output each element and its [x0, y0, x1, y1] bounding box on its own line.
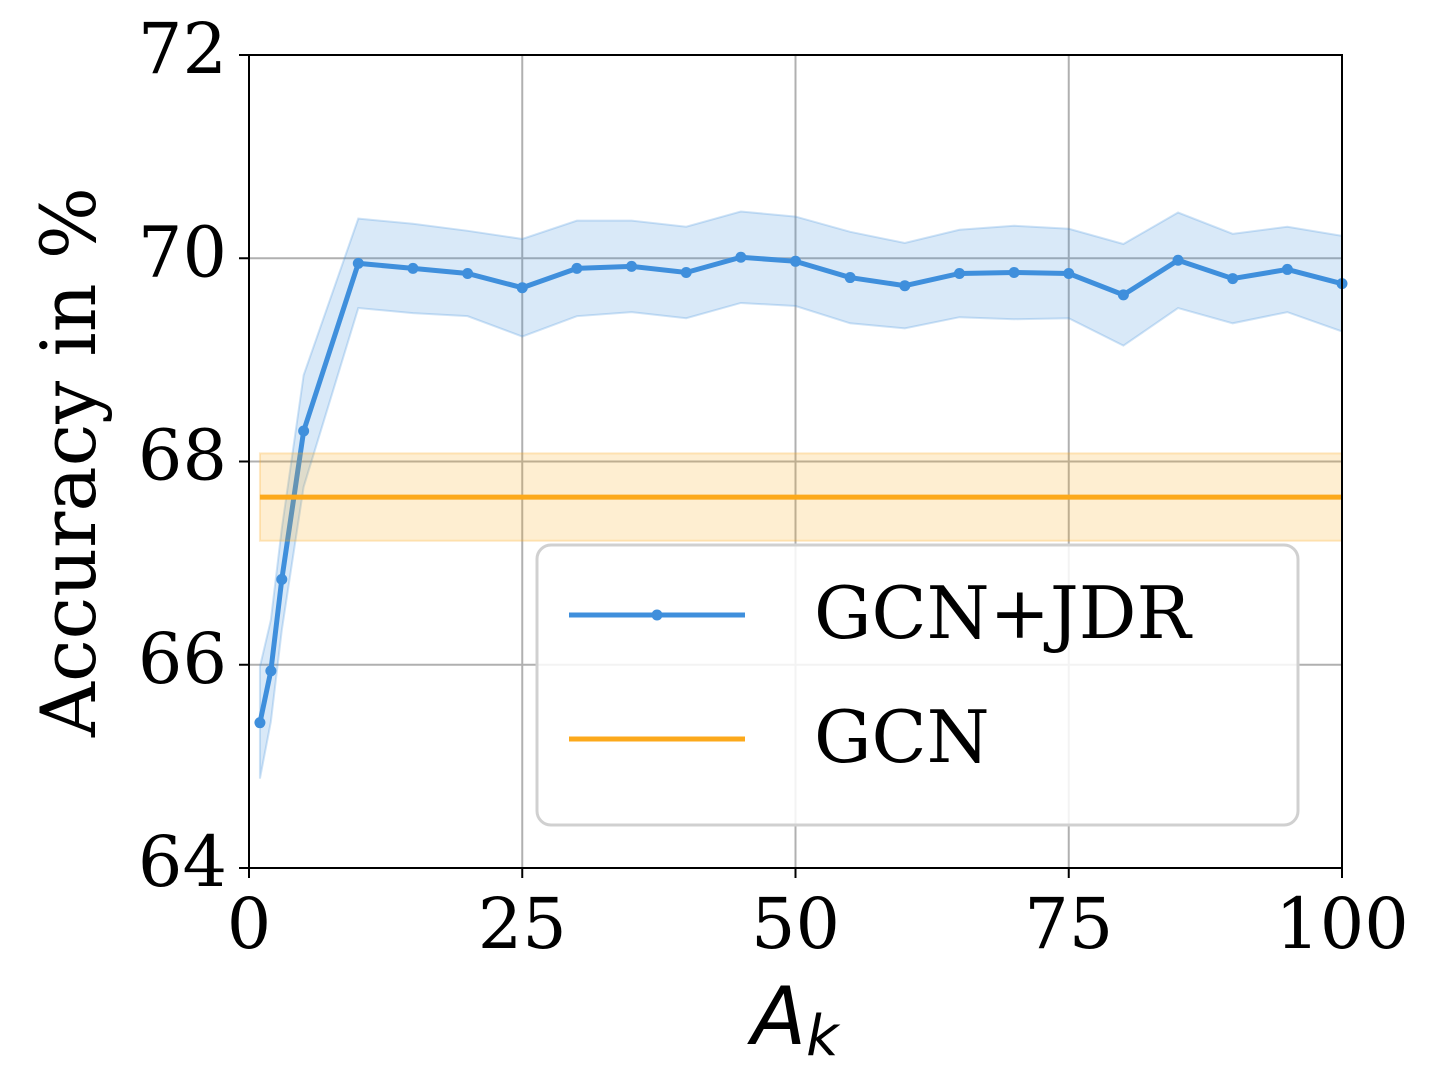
point: [899, 280, 911, 292]
point: [844, 272, 856, 284]
x-tick-label: 25: [478, 883, 567, 965]
point: [352, 257, 364, 269]
x-axis-label-main: A: [746, 970, 806, 1063]
x-tick-label: 100: [1275, 883, 1409, 965]
point: [571, 262, 583, 274]
point: [1172, 254, 1184, 266]
point: [1063, 267, 1075, 279]
legend-label: GCN+JDR: [814, 571, 1193, 655]
point: [407, 262, 419, 274]
point: [1117, 289, 1129, 301]
point: [1008, 266, 1020, 278]
legend-label: GCN: [814, 695, 990, 779]
point: [298, 425, 310, 437]
point: [276, 573, 288, 585]
point: [462, 267, 474, 279]
point: [680, 266, 692, 278]
point: [516, 282, 528, 294]
y-axis-label: Accuracy in %: [24, 187, 113, 738]
legend: GCN+JDR GCN: [535, 543, 1300, 827]
point: [953, 267, 965, 279]
x-tick-label: 0: [227, 883, 272, 965]
legend-marker: [651, 609, 663, 621]
y-tick-label: 70: [138, 211, 227, 293]
x-axis-label: Ak: [746, 970, 841, 1069]
x-tick-label: 75: [1024, 883, 1113, 965]
point: [790, 255, 801, 267]
y-tick-label: 72: [138, 8, 227, 90]
point: [265, 665, 277, 677]
point: [254, 717, 266, 729]
point: [735, 251, 747, 263]
y-tick-label: 68: [138, 415, 227, 497]
y-tick-label: 66: [138, 618, 227, 700]
plot-frame: [248, 54, 1343, 869]
point: [1281, 263, 1293, 275]
x-axis-label-sub: k: [806, 1004, 841, 1069]
point: [626, 260, 638, 272]
x-tick-label: 50: [751, 883, 840, 965]
point: [1227, 273, 1239, 285]
y-tick-label: 64: [138, 821, 227, 903]
